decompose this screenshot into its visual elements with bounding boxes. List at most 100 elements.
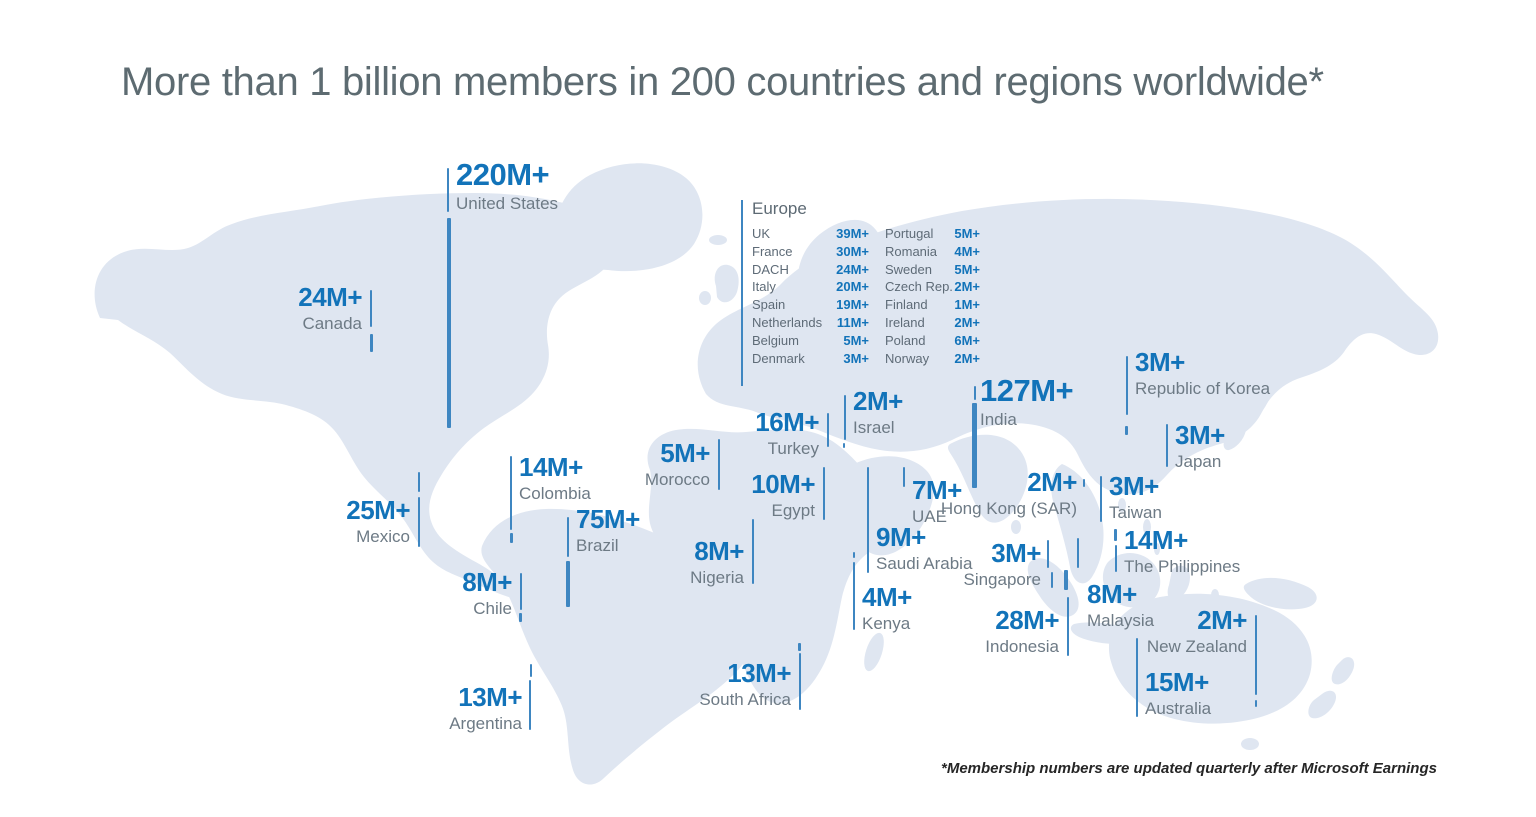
country-name: Egypt: [771, 501, 815, 520]
united-kingdom: [714, 264, 739, 303]
member-count: 13M+: [458, 682, 522, 712]
japan-islands: [1241, 374, 1273, 422]
leader-line-united-states: [447, 168, 449, 212]
europe-country-name: Romania: [885, 243, 938, 259]
europe-country-name: DACH: [752, 261, 789, 277]
europe-country-name: Ireland: [885, 314, 925, 330]
member-count: 75M+: [576, 504, 640, 534]
europe-country-name: Denmark: [752, 350, 805, 366]
country-name: Taiwan: [1109, 503, 1162, 522]
member-count: 3M+: [1109, 471, 1159, 501]
europe-country-name: UK: [752, 226, 771, 241]
member-count: 3M+: [1135, 347, 1185, 377]
arctic-island: [286, 231, 314, 245]
greenland: [555, 163, 703, 272]
europe-country-name: Norway: [885, 350, 930, 366]
europe-country-name: Spain: [752, 297, 786, 313]
madagascar: [864, 632, 884, 672]
leader-line-australia: [1136, 638, 1138, 717]
member-count: 8M+: [462, 567, 512, 597]
leader-line-india: [974, 386, 976, 400]
country-name: India: [980, 410, 1017, 429]
country-name: Australia: [1145, 699, 1212, 718]
leader-line-united-states: [447, 218, 451, 428]
leader-line-israel: [844, 395, 846, 440]
country-label-the-philippines: 14M+ The Philippines: [1124, 527, 1240, 575]
southeast-asia-peninsula: [1051, 464, 1104, 584]
country-label-kenya: 4M+ Kenya: [862, 584, 912, 632]
member-count: 2M+: [853, 386, 903, 416]
new-zealand-south-island: [1308, 690, 1337, 719]
leader-line-saudi-arabia: [867, 467, 869, 573]
europe-member-count: 5M+: [954, 226, 980, 241]
country-label-indonesia: 28M+ Indonesia: [985, 607, 1059, 655]
leader-line-kenya: [853, 562, 855, 630]
tasmania: [1241, 738, 1259, 750]
country-label-israel: 2M+ Israel: [853, 388, 903, 436]
europe-member-count: 5M+: [843, 332, 869, 348]
europe-row-norway: Norway 2M+: [885, 351, 980, 369]
country-label-chile: 8M+ Chile: [462, 569, 512, 617]
country-name: The Philippines: [1124, 557, 1241, 576]
new-zealand-north-island: [1331, 657, 1355, 685]
europe-row-spain: Spain 19M+: [752, 297, 869, 315]
leader-line-new-zealand: [1255, 700, 1257, 707]
europe-member-count: 6M+: [954, 332, 980, 348]
member-count: 13M+: [727, 658, 791, 688]
europe-region-label: Europe: [752, 199, 807, 218]
leader-line-malaysia: [1077, 538, 1079, 568]
country-name: Argentina: [449, 714, 522, 733]
leader-line-singapore: [1051, 572, 1053, 588]
country-label-india: 127M+ India: [980, 373, 1074, 429]
philippines-island: [1154, 543, 1160, 555]
europe-row-portugal: Portugal 5M+: [885, 226, 980, 244]
leader-line-israel: [843, 443, 845, 448]
leader-line-south-africa: [798, 643, 801, 651]
leader-line-morocco: [718, 439, 720, 490]
europe-country-list: UK 39M+ France 30M+ DACH 24M+ Italy 20M+ Spain 19…: [752, 226, 980, 368]
leader-line-colombia: [510, 456, 512, 530]
country-label-mexico: 25M+ Mexico: [346, 497, 410, 545]
leader-line-chile: [520, 573, 522, 610]
member-count: 220M+: [456, 157, 550, 192]
leader-line-singapore: [1047, 540, 1049, 568]
country-name: Turkey: [767, 439, 819, 458]
new-guinea: [1243, 577, 1317, 610]
europe-member-count: 2M+: [954, 314, 980, 330]
europe-member-count: 5M+: [954, 261, 980, 277]
europe-country-name: France: [752, 243, 793, 259]
country-name: Indonesia: [985, 637, 1059, 656]
europe-bracket-line: [741, 200, 743, 386]
footnote: *Membership numbers are updated quarterl…: [941, 760, 1437, 777]
member-count: 16M+: [755, 407, 819, 437]
europe-member-count: 2M+: [954, 279, 980, 295]
europe-country-name: Sweden: [885, 261, 932, 277]
member-count: 28M+: [995, 605, 1059, 635]
country-label-uae: 7M+ UAE: [912, 477, 962, 525]
europe-country-name: Poland: [885, 332, 926, 348]
europe-country-name: Italy: [752, 279, 776, 295]
europe-row-denmark: Denmark 3M+: [752, 351, 869, 369]
europe-country-name: Czech Rep.: [885, 279, 953, 295]
member-count: 24M+: [298, 282, 362, 312]
country-name: United States: [456, 194, 559, 213]
country-label-egypt: 10M+ Egypt: [751, 471, 815, 519]
leader-line-the-philippines: [1114, 529, 1117, 541]
country-name: Chile: [473, 599, 512, 618]
country-label-turkey: 16M+ Turkey: [755, 409, 819, 457]
leader-line-republic-of-korea: [1125, 426, 1128, 435]
country-name: Hong Kong (SAR): [940, 499, 1077, 518]
member-count: 8M+: [1087, 579, 1137, 609]
member-count: 127M+: [980, 373, 1074, 408]
member-count: 5M+: [660, 438, 710, 468]
country-name: Brazil: [576, 536, 619, 555]
member-count: 14M+: [519, 452, 583, 482]
leader-line-canada: [370, 334, 373, 352]
page-title: More than 1 billion members in 200 count…: [121, 60, 1324, 104]
europe-country-name: Netherlands: [752, 314, 823, 330]
europe-row-netherlands: Netherlands 11M+: [752, 315, 869, 333]
europe-row-dach: DACH 24M+: [752, 262, 869, 280]
country-label-nigeria: 8M+ Nigeria: [690, 538, 744, 586]
